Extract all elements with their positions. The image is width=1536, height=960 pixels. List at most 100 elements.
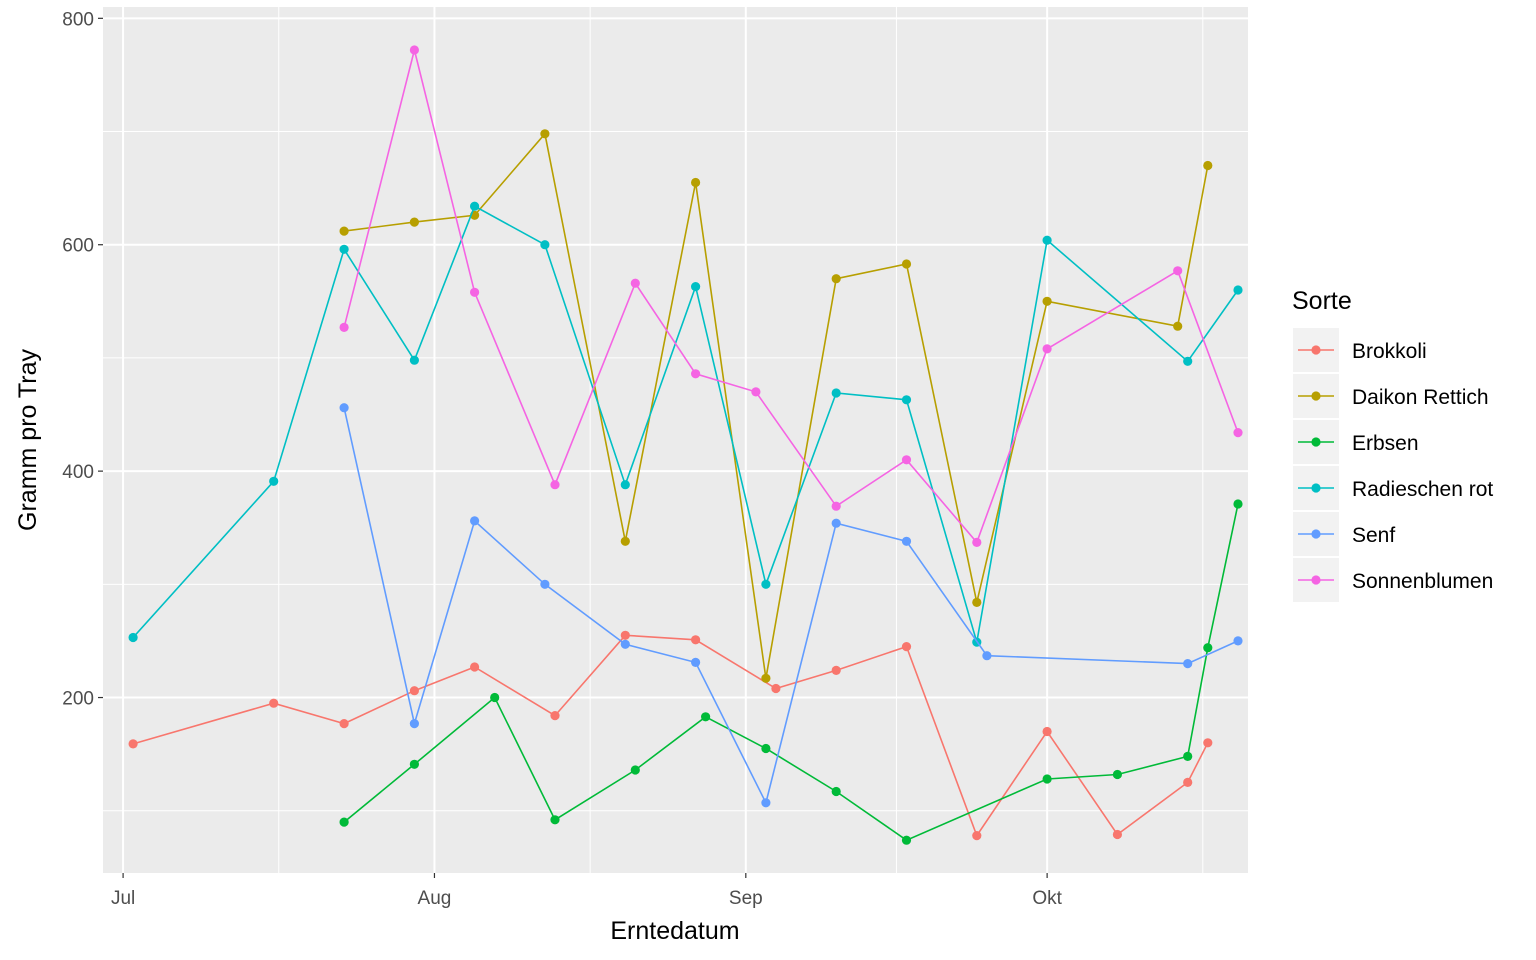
data-point-brokkoli	[771, 683, 781, 694]
data-point-sonnenblumen	[831, 501, 841, 511]
data-point-senf	[470, 516, 480, 526]
data-point-radieschen-rot	[540, 240, 550, 250]
legend-point-daikon-rettich	[1311, 391, 1321, 401]
data-point-erbsen	[630, 765, 640, 775]
data-point-senf	[691, 657, 701, 668]
data-point-senf	[540, 579, 550, 589]
data-point-daikon-rettich	[901, 259, 912, 269]
data-point-erbsen	[761, 743, 771, 754]
series-line-senf	[343, 407, 1239, 806]
legend-title: Sorte	[1292, 287, 1352, 315]
x-tick-label: Sep	[729, 888, 763, 909]
data-point-erbsen	[701, 712, 711, 722]
legend-point-sonnenblumen	[1311, 575, 1321, 585]
data-point-brokkoli	[691, 635, 701, 645]
data-point-erbsen	[831, 786, 841, 797]
data-point-radieschen-rot	[269, 476, 279, 486]
data-point-senf	[339, 403, 349, 413]
x-axis: Jul Aug Sep Okt	[111, 873, 1063, 909]
data-point-sonnenblumen	[972, 537, 982, 548]
x-tick-label: Jul	[111, 888, 135, 909]
data-point-brokkoli	[1112, 829, 1122, 840]
legend-label-daikon-rettich: Daikon Rettich	[1352, 386, 1489, 409]
data-point-daikon-rettich	[409, 217, 419, 227]
y-tick-label: 400	[62, 462, 94, 483]
data-point-senf	[1183, 659, 1193, 669]
data-point-radieschen-rot	[470, 201, 480, 211]
legend-label-senf: Senf	[1352, 524, 1395, 547]
x-tick-label: Aug	[418, 888, 452, 909]
data-point-radieschen-rot	[620, 480, 630, 490]
legend-point-erbsen	[1311, 437, 1321, 447]
data-point-erbsen	[339, 817, 349, 827]
data-point-brokkoli	[409, 686, 419, 696]
data-point-brokkoli	[972, 831, 982, 841]
legend-label-sonnenblumen: Sonnenblumen	[1352, 570, 1493, 593]
data-point-radieschen-rot	[761, 579, 771, 589]
minor-gridlines	[103, 7, 1248, 873]
data-point-erbsen	[550, 815, 560, 825]
data-point-brokkoli	[128, 739, 138, 749]
data-point-radieschen-rot	[1183, 356, 1193, 366]
series-line-brokkoli	[132, 634, 1209, 838]
data-point-sonnenblumen	[339, 322, 349, 332]
data-point-sonnenblumen	[1233, 428, 1243, 438]
data-point-brokkoli	[1042, 726, 1052, 737]
data-point-sonnenblumen	[550, 480, 560, 490]
data-point-brokkoli	[831, 665, 841, 676]
data-point-daikon-rettich	[831, 274, 841, 284]
legend-label-brokkoli: Brokkoli	[1352, 340, 1427, 363]
legend-label-erbsen: Erbsen	[1352, 432, 1419, 455]
data-point-brokkoli	[1183, 777, 1193, 788]
data-point-daikon-rettich	[339, 226, 349, 236]
data-point-erbsen	[1042, 774, 1052, 784]
data-point-daikon-rettich	[1042, 296, 1052, 306]
major-gridlines	[103, 7, 1248, 873]
data-point-sonnenblumen	[470, 287, 480, 297]
data-point-erbsen	[409, 759, 419, 769]
data-point-senf	[831, 518, 841, 528]
data-point-radieschen-rot	[409, 355, 419, 365]
data-point-sonnenblumen	[901, 455, 912, 465]
data-point-radieschen-rot	[128, 632, 138, 643]
data-point-radieschen-rot	[691, 282, 701, 292]
data-point-senf	[620, 639, 630, 649]
data-point-daikon-rettich	[761, 673, 771, 683]
data-point-sonnenblumen	[409, 45, 419, 55]
data-point-brokkoli	[269, 698, 279, 708]
data-point-daikon-rettich	[540, 129, 550, 139]
legend-point-brokkoli	[1311, 345, 1321, 355]
data-point-senf	[409, 719, 419, 729]
data-point-sonnenblumen	[751, 387, 761, 397]
data-point-radieschen-rot	[901, 395, 912, 405]
data-point-brokkoli	[620, 630, 630, 640]
x-axis-title: Erntedatum	[610, 917, 739, 945]
data-point-brokkoli	[1203, 738, 1213, 748]
data-point-sonnenblumen	[630, 278, 640, 288]
y-axis: 200 400 600 800	[62, 9, 103, 710]
data-point-daikon-rettich	[972, 597, 982, 608]
data-point-sonnenblumen	[691, 369, 701, 379]
data-point-radieschen-rot	[831, 388, 841, 398]
data-point-erbsen	[1183, 751, 1193, 762]
series-line-erbsen	[343, 503, 1239, 842]
legend-point-radieschen-rot	[1311, 483, 1321, 493]
data-point-daikon-rettich	[620, 536, 630, 546]
data-point-brokkoli	[550, 711, 560, 721]
legend-point-senf	[1311, 529, 1321, 539]
series-layer	[128, 45, 1243, 845]
data-point-sonnenblumen	[1173, 266, 1183, 276]
y-tick-label: 200	[62, 689, 94, 710]
panel-background	[103, 7, 1248, 873]
legend-label-radieschen-rot: Radieschen rot	[1352, 478, 1493, 501]
data-point-brokkoli	[339, 719, 349, 729]
data-point-senf	[1233, 636, 1243, 646]
data-point-daikon-rettich	[1173, 321, 1183, 331]
data-point-daikon-rettich	[691, 177, 701, 188]
data-point-senf	[901, 536, 912, 546]
data-point-radieschen-rot	[339, 244, 349, 254]
data-point-erbsen	[1112, 769, 1122, 780]
y-tick-label: 800	[62, 9, 94, 30]
legend: Sorte Brokkoli Daikon Rettich Erbsen Radies…	[1292, 287, 1493, 602]
